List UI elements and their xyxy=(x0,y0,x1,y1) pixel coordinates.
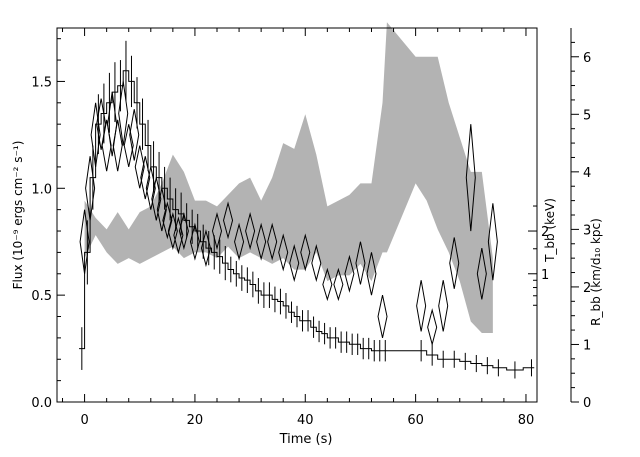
temperature-diamond xyxy=(465,124,476,232)
radius-band-layer xyxy=(84,22,493,333)
temperature-diamond xyxy=(245,211,256,251)
temperature-diamond xyxy=(107,92,118,157)
x-tick-label: 20 xyxy=(187,413,204,428)
left-tick-label: 1.5 xyxy=(31,75,52,90)
temperature-diamond xyxy=(79,209,90,274)
temperature-diamond xyxy=(223,201,234,240)
temperature-diamond xyxy=(211,211,223,251)
temperature-diamond xyxy=(333,267,344,302)
temperature-diamond xyxy=(118,81,129,146)
temperature-diamond xyxy=(267,222,278,261)
temperature-diamond xyxy=(487,203,498,281)
temperature-diamond xyxy=(366,252,377,296)
radius-tick-label: 5 xyxy=(583,108,591,123)
left-tick-label: 0.0 xyxy=(31,396,52,411)
temperature-diamond xyxy=(151,177,162,221)
left-tick-label: 0.5 xyxy=(31,289,52,304)
x-tick-label: 60 xyxy=(407,413,424,428)
radius-uncertainty-band xyxy=(84,22,493,333)
left-tick-label: 1.0 xyxy=(31,182,52,197)
temperature-diamond xyxy=(178,211,189,251)
temperature-diamond xyxy=(167,211,178,251)
radius-tick-label: 4 xyxy=(583,166,591,181)
temperature-diamond xyxy=(427,308,438,347)
x-tick-label: 40 xyxy=(297,413,314,428)
temperature-diamond xyxy=(129,109,140,161)
temperature-diamond xyxy=(355,241,366,285)
temperature-diamond xyxy=(234,222,245,261)
left-y-axis-label: Flux (10⁻⁹ ergs cm⁻² s⁻¹) xyxy=(11,141,25,290)
temperature-diamond xyxy=(289,244,300,283)
radius-tick-label: 6 xyxy=(583,51,591,66)
temperature-diamond xyxy=(278,233,289,272)
temperature-series-layer xyxy=(79,81,498,347)
temperature-diamond xyxy=(416,280,427,332)
temperature-diamond xyxy=(85,156,96,221)
temperature-diamond xyxy=(300,233,311,272)
temperature-diamond xyxy=(173,216,184,255)
temperature-diamond xyxy=(200,229,211,268)
temperature-diamond xyxy=(145,166,156,210)
temperature-diamond xyxy=(96,98,107,150)
radius-tick-label: 2 xyxy=(583,281,591,296)
kt-tick-label: 1 xyxy=(541,268,549,283)
temperature-diamond xyxy=(162,201,173,240)
temperature-diamond xyxy=(476,248,487,300)
temperature-diamond xyxy=(156,188,167,232)
temperature-diamond xyxy=(140,156,151,200)
kt-tick-label: 2 xyxy=(541,225,549,240)
temperature-diamond xyxy=(189,222,200,261)
plot-frame xyxy=(56,27,538,403)
temperature-diamond xyxy=(377,295,388,338)
radius-tick-label: 1 xyxy=(583,338,591,353)
x-tick-label: 80 xyxy=(518,413,535,428)
x-axis-label: Time (s) xyxy=(279,432,333,447)
temperature-diamond xyxy=(311,244,322,283)
temperature-diamond xyxy=(344,254,355,293)
temperature-diamond xyxy=(449,237,460,289)
temperature-diamond xyxy=(112,119,123,172)
radius-axis-label: R_bb (km/d₁₀ kpc) xyxy=(589,218,603,326)
temperature-diamond xyxy=(134,145,145,189)
temperature-diamond xyxy=(322,267,333,302)
x-tick-label: 0 xyxy=(80,413,88,428)
radius-tick-label: 3 xyxy=(583,223,591,238)
temperature-diamond xyxy=(438,280,449,332)
radius-tick-label: 0 xyxy=(583,396,591,411)
kt-axis-label: T_bb (keV) xyxy=(543,198,557,263)
temperature-diamond xyxy=(90,102,101,167)
temperature-diamond xyxy=(256,222,267,261)
temperature-diamond xyxy=(123,124,134,168)
